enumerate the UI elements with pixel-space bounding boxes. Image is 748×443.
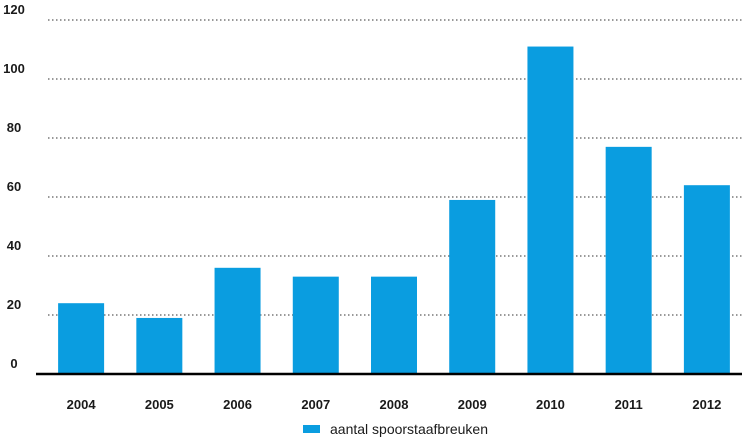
x-tick-label: 2012	[692, 397, 721, 412]
legend-label: aantal spoorstaafbreuken	[330, 421, 488, 437]
y-tick-label: 20	[7, 297, 21, 312]
bar-2005	[136, 317, 183, 374]
bar-2009	[449, 199, 496, 374]
bar-2006	[214, 267, 261, 374]
y-tick-label: 120	[3, 2, 25, 17]
y-tick-label: 60	[7, 179, 21, 194]
y-tick-label: 100	[3, 61, 25, 76]
y-tick-label: 0	[10, 356, 17, 371]
bar-2011	[605, 146, 652, 374]
x-tick-label: 2008	[380, 397, 409, 412]
x-tick-label: 2007	[301, 397, 330, 412]
x-tick-label: 2011	[615, 397, 643, 412]
x-tick-label: 2006	[223, 397, 252, 412]
bar-2012	[683, 185, 730, 374]
bar-2008	[371, 276, 417, 374]
x-tick-label: 2005	[145, 397, 174, 412]
y-tick-label: 40	[7, 238, 21, 253]
x-tick-label: 2009	[458, 397, 487, 412]
legend: aantal spoorstaafbreuken	[303, 421, 488, 437]
y-tick-label: 80	[7, 120, 21, 135]
x-tick-label: 2004	[67, 397, 97, 412]
x-tick-label: 2010	[536, 397, 565, 412]
bar-2007	[292, 276, 339, 374]
bar-2004	[58, 303, 105, 374]
bar-2010	[527, 46, 574, 375]
legend-swatch	[303, 425, 320, 433]
